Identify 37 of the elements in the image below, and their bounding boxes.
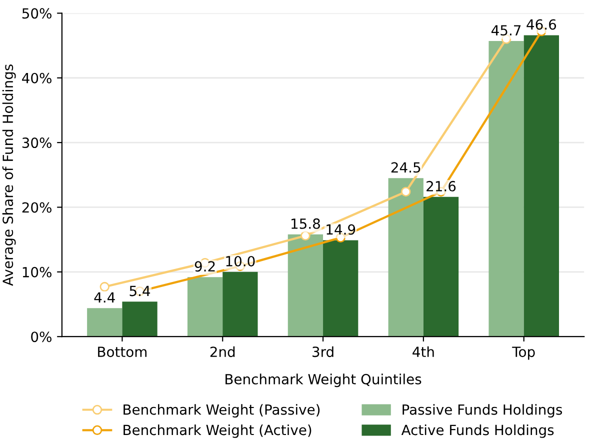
bar <box>388 178 424 337</box>
legend-label: Passive Funds Holdings <box>402 404 562 418</box>
data-label: 45.7 <box>491 25 521 36</box>
bar <box>488 41 524 337</box>
y-tick-label: 0% <box>31 332 52 342</box>
data-label: 5.4 <box>130 286 150 296</box>
bar <box>323 240 358 337</box>
legend-label: Benchmark Weight (Active) <box>124 424 312 438</box>
data-label: 46.6 <box>526 19 556 30</box>
x-tick-label: 4th <box>412 346 434 357</box>
data-label: 21.6 <box>426 180 456 192</box>
data-label: 10.0 <box>226 256 255 266</box>
bar <box>524 35 559 337</box>
y-tick-label: 10% <box>22 266 52 278</box>
y-axis-title: Average Share of Fund Holdings <box>2 64 16 286</box>
bar <box>187 277 223 337</box>
x-tick-label: Bottom <box>98 346 146 358</box>
data-label: 9.2 <box>194 261 215 272</box>
bar <box>87 308 122 337</box>
x-tick-label: 2nd <box>210 346 235 358</box>
y-tick-label: 40% <box>22 72 52 84</box>
legend-label: Benchmark Weight (Passive) <box>124 404 320 418</box>
data-label: 14.9 <box>326 224 356 235</box>
bar <box>423 196 459 337</box>
bar <box>122 302 158 337</box>
legend-label: Active Funds Holdings <box>401 424 554 438</box>
y-tick-label: 30% <box>22 138 52 148</box>
x-tick-label: Top <box>512 346 535 360</box>
bar <box>288 234 324 337</box>
y-tick-label: 50% <box>22 8 52 19</box>
data-label: 4.4 <box>94 292 115 302</box>
y-tick-label: 20% <box>22 202 52 213</box>
x-tick-label: 3rd <box>312 346 334 358</box>
bar <box>222 272 258 337</box>
x-axis-title: Benchmark Weight Quintiles <box>226 374 422 388</box>
data-label: 15.8 <box>292 218 320 229</box>
data-label: 24.5 <box>391 162 420 173</box>
